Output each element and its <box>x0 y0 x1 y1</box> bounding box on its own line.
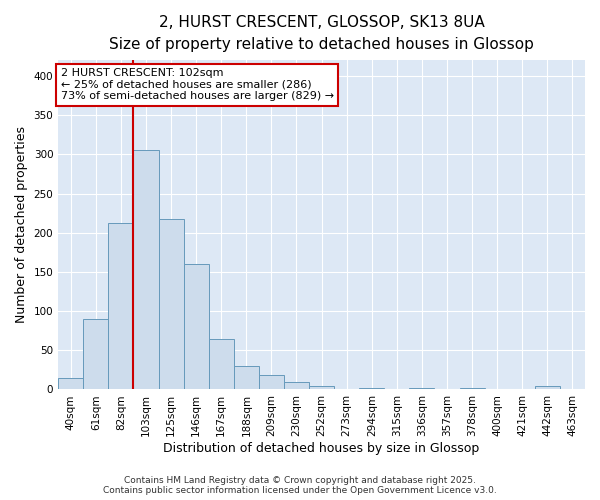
Bar <box>359 388 385 390</box>
Bar <box>184 264 209 390</box>
Bar <box>158 218 184 390</box>
Bar <box>109 224 133 390</box>
Bar <box>58 378 83 390</box>
Bar <box>133 150 158 390</box>
Text: 2 HURST CRESCENT: 102sqm
← 25% of detached houses are smaller (286)
73% of semi-: 2 HURST CRESCENT: 102sqm ← 25% of detach… <box>61 68 334 102</box>
Text: Contains HM Land Registry data © Crown copyright and database right 2025.
Contai: Contains HM Land Registry data © Crown c… <box>103 476 497 495</box>
Bar <box>284 382 309 390</box>
Title: 2, HURST CRESCENT, GLOSSOP, SK13 8UA
Size of property relative to detached house: 2, HURST CRESCENT, GLOSSOP, SK13 8UA Siz… <box>109 15 534 52</box>
Bar <box>535 386 560 390</box>
Bar <box>83 319 109 390</box>
X-axis label: Distribution of detached houses by size in Glossop: Distribution of detached houses by size … <box>163 442 480 455</box>
Bar <box>460 388 485 390</box>
Bar <box>259 376 284 390</box>
Y-axis label: Number of detached properties: Number of detached properties <box>15 126 28 324</box>
Bar <box>409 388 434 390</box>
Bar <box>234 366 259 390</box>
Bar <box>309 386 334 390</box>
Bar <box>209 338 234 390</box>
